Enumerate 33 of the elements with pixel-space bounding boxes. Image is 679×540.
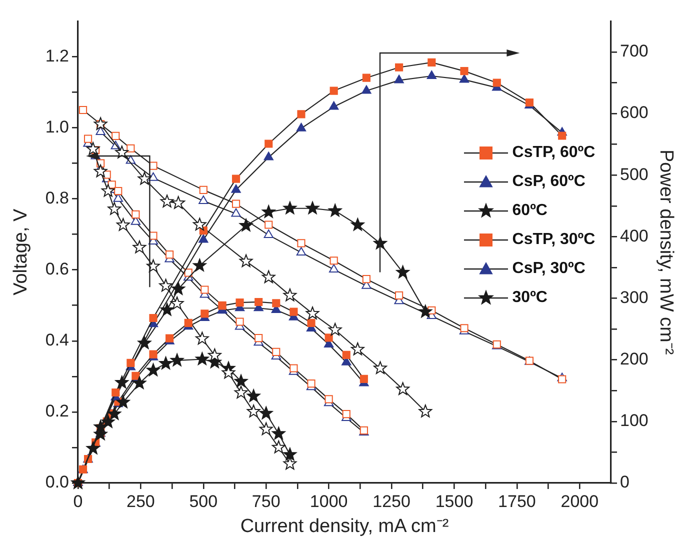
x-tick-label: 0 (73, 492, 83, 511)
y-tick-label: 0.8 (45, 188, 69, 208)
legend-label: 30ºC (512, 288, 548, 307)
legend-label: 60ºC (512, 202, 548, 220)
x-axis-title: Current density, mA cm⁻² (240, 516, 449, 537)
legend-label: CsTP, 30ºC (512, 230, 596, 249)
y2-axis-title: Power density, mW cm⁻² (655, 150, 676, 355)
x-tick-label: 750 (252, 492, 280, 511)
y-tick-label: 0.0 (45, 472, 69, 492)
x-tick-label: 1250 (372, 492, 410, 511)
x-tick-label: 1000 (310, 492, 348, 511)
x-tick-label: 2000 (560, 492, 599, 511)
y2-tick-label: 100 (620, 411, 648, 430)
y2-tick-label: 400 (620, 226, 648, 246)
y2-tick-label: 700 (620, 42, 648, 61)
legend-label: CsTP, 60ºC (512, 144, 596, 162)
y-tick-label: 1.2 (45, 46, 69, 66)
y-tick-label: 0.2 (45, 402, 69, 421)
y2-tick-label: 500 (620, 164, 648, 184)
y2-tick-label: 0 (620, 472, 630, 492)
y-tick-label: 0.4 (45, 330, 69, 350)
y-tick-label: 1.0 (45, 117, 69, 136)
x-tick-label: 1750 (498, 492, 536, 511)
y-tick-label: 0.6 (45, 260, 69, 279)
y2-tick-label: 300 (620, 288, 648, 307)
y2-tick-label: 200 (620, 350, 648, 369)
x-tick-label: 500 (189, 492, 218, 511)
legend-label: CsP, 30ºC (512, 260, 586, 278)
legend-label: CsP, 60ºC (512, 172, 586, 191)
x-tick-label: 1500 (435, 492, 474, 511)
y2-tick-label: 600 (620, 103, 648, 122)
y-axis-title: Voltage, V (10, 208, 32, 296)
x-tick-label: 250 (126, 492, 155, 511)
